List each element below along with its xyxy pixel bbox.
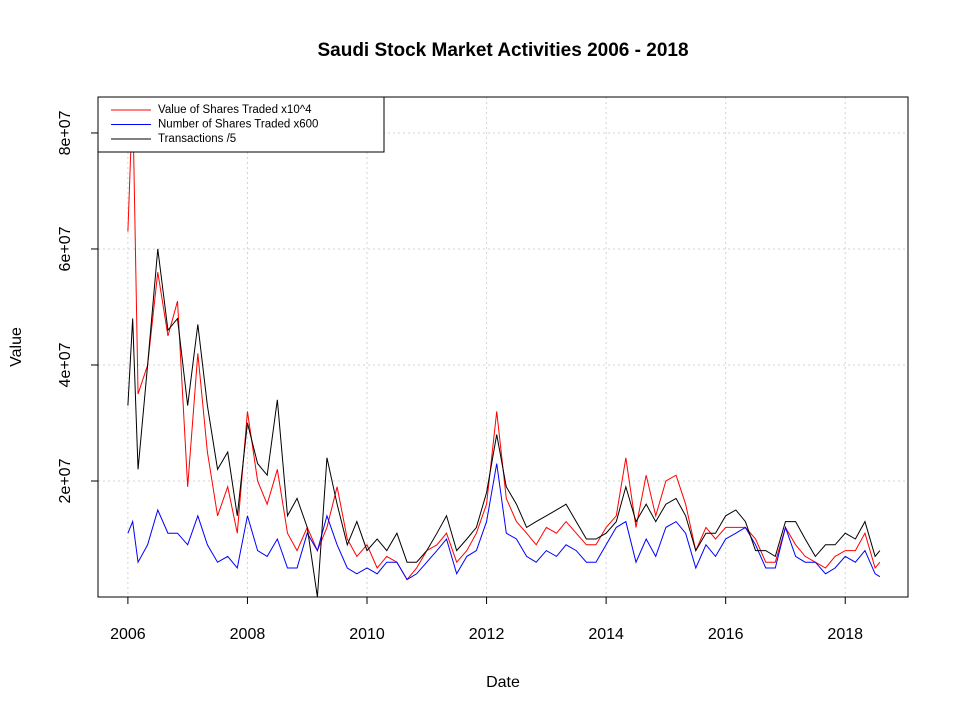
legend-label: Transactions /5: [158, 133, 236, 145]
chart-title: Saudi Stock Market Activities 2006 - 201…: [317, 40, 688, 61]
y-tick-label: 4e+07: [57, 342, 74, 387]
y-tick-label: 8e+07: [57, 110, 74, 155]
series-line: [127, 248, 881, 597]
x-axis-label: Date: [486, 674, 520, 691]
legend-label: Value of Shares Traded x10^4: [158, 104, 312, 116]
x-tick-label: 2018: [827, 626, 863, 643]
legend-label: Number of Shares Traded x600: [158, 119, 318, 131]
x-tick-label: 2008: [230, 626, 266, 643]
y-axis-label: Value: [8, 327, 25, 367]
series-line: [127, 463, 881, 581]
x-tick-label: 2006: [110, 626, 146, 643]
x-tick-label: 2016: [708, 626, 744, 643]
x-tick-label: 2010: [349, 626, 385, 643]
plot-frame: [97, 96, 909, 598]
series-line: [127, 98, 881, 581]
y-tick-label: 6e+07: [57, 226, 74, 271]
x-tick-label: 2012: [469, 626, 505, 643]
x-tick-label: 2014: [588, 626, 624, 643]
y-tick-label: 2e+07: [57, 458, 74, 503]
